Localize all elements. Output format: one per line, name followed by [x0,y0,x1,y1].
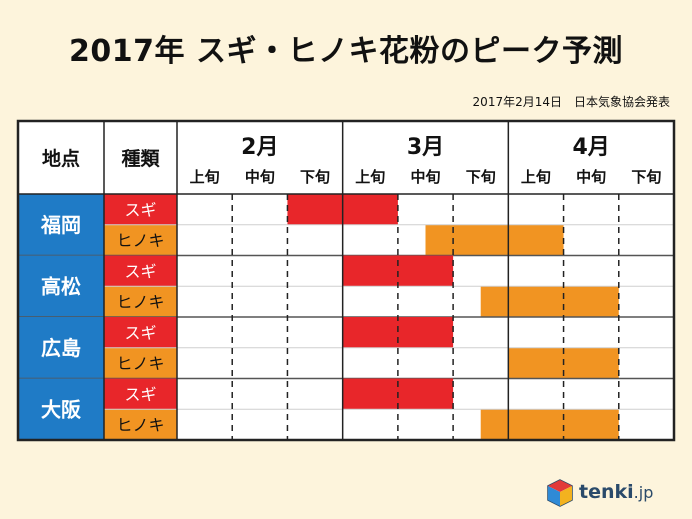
sugi-peak-bar [342,317,454,348]
announcement-date: 2017年2月14日 日本気象協会発表 [472,95,670,109]
header-place-label: 地点 [42,147,80,170]
city-label: 広島 [41,336,81,360]
tenki-logo: tenki.jp [545,478,675,508]
month-label: 3月 [407,135,444,160]
month-label: 2月 [241,135,278,160]
kind-label: ヒノキ [116,354,164,373]
hinoki-peak-bar [480,286,619,317]
city-cell [18,194,104,256]
kind-label: スギ [124,323,156,342]
month-label: 4月 [573,135,610,160]
kind-label: ヒノキ [116,293,164,312]
city-cell [18,378,104,440]
header-background [18,121,674,194]
table-border [16,119,676,442]
page-title: 2017年 スギ・ヒノキ花粉のピーク予測 [69,34,623,69]
kind-cell [104,378,177,410]
period-label: 下旬 [300,168,330,186]
city-cell [18,255,104,317]
period-label: 中旬 [410,168,440,186]
tenki-logo-text: tenki.jp [579,481,654,503]
kind-label: ヒノキ [116,416,164,435]
city-cell [18,317,104,379]
kind-label: スギ [124,385,156,404]
kind-cell [104,224,177,256]
period-label: 上旬 [190,168,220,186]
period-label: 中旬 [576,168,606,186]
hinoki-peak-bar [425,224,564,256]
period-label: 下旬 [466,168,496,186]
kind-cell [104,286,177,317]
kind-cell [104,317,177,348]
city-label: 福岡 [40,213,81,237]
tenki-cube-icon [547,479,573,507]
kind-cell [104,409,177,440]
kind-cell [104,255,177,287]
header-kind-label: 種類 [121,148,160,170]
kind-cell [104,194,177,225]
kind-label: スギ [124,262,156,281]
kind-label: ヒノキ [116,231,164,250]
city-label: 大阪 [41,397,82,421]
kind-cell [104,347,177,379]
hinoki-peak-bar [480,409,619,440]
city-label: 高松 [41,274,81,298]
period-label: 中旬 [245,168,275,186]
period-label: 上旬 [521,168,551,186]
period-label: 上旬 [355,168,385,186]
kind-label: スギ [124,200,156,219]
period-label: 下旬 [631,168,661,186]
